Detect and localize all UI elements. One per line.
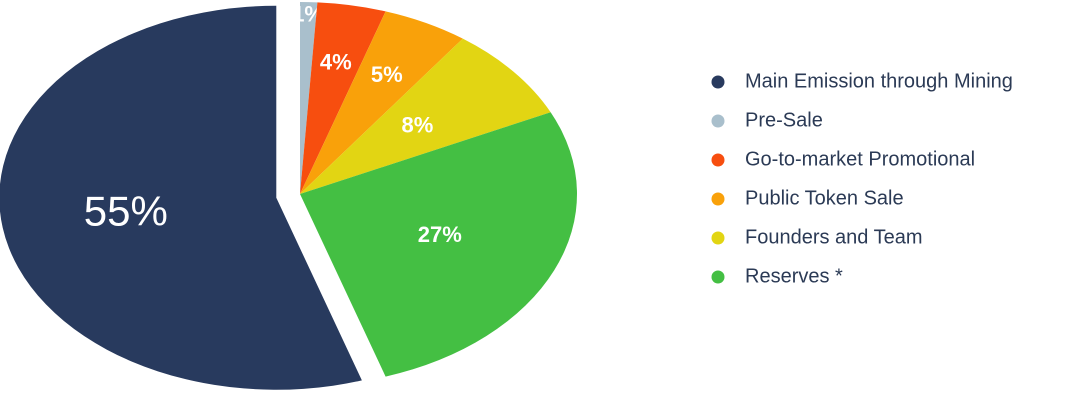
legend-label: Main Emission through Mining: [745, 70, 1013, 92]
legend-label: Reserves *: [745, 265, 843, 287]
legend-marker: [711, 114, 725, 128]
pie-slice: [0, 5, 362, 390]
slice-label: 27%: [418, 222, 462, 247]
pie-slice: [300, 2, 318, 194]
legend-marker: [711, 231, 725, 245]
slice-label: 8%: [401, 113, 433, 138]
legend-marker: [711, 153, 725, 167]
slice-label: 55%: [84, 187, 168, 234]
legend-label: Go-to-market Promotional: [745, 148, 975, 170]
pie-slice: [300, 112, 577, 377]
slice-label: 4%: [320, 50, 352, 75]
legend-label: Pre-Sale: [745, 109, 823, 131]
pie-slice: [300, 2, 386, 194]
legend-label: Public Token Sale: [745, 187, 904, 209]
legend-marker: [711, 75, 725, 89]
legend-label: Founders and Team: [745, 226, 923, 248]
legend-marker: [711, 270, 725, 284]
pie-slice: [300, 38, 551, 195]
pie-slice: [300, 11, 463, 194]
slice-label: 5%: [371, 62, 403, 87]
legend-marker: [711, 192, 725, 206]
